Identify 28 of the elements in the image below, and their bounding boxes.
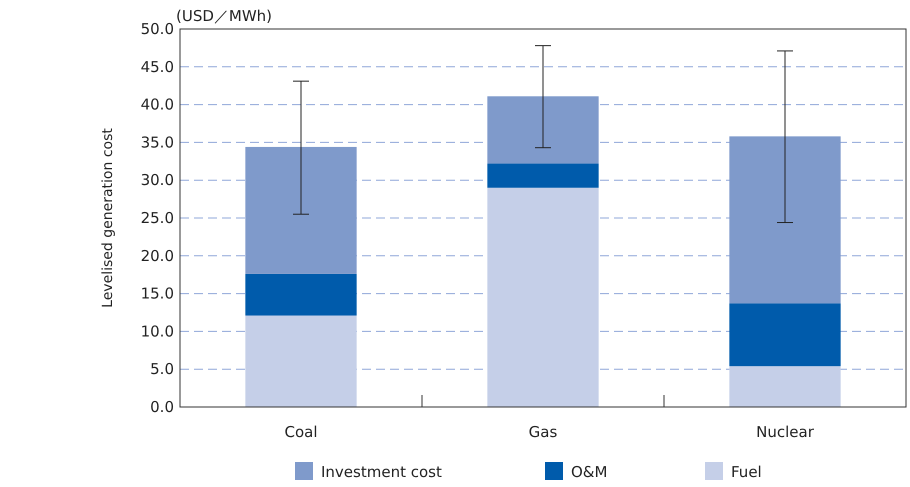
y-tick-label: 45.0 — [140, 58, 174, 76]
text: (USD／MWh) — [176, 7, 272, 25]
legend-label: O&M — [571, 463, 608, 481]
y-tick-label: 40.0 — [140, 96, 174, 114]
bar — [729, 136, 841, 304]
bar — [487, 164, 599, 188]
y-axis-title: Levelised generation cost — [100, 128, 116, 308]
bar — [729, 366, 841, 407]
y-tick-label: 25.0 — [140, 209, 174, 227]
bar — [487, 188, 599, 407]
bar — [245, 274, 357, 316]
x-tick-label: Nuclear — [756, 423, 815, 441]
y-tick-label: 20.0 — [140, 246, 174, 265]
y-tick-label: 10.0 — [140, 322, 174, 340]
bar — [245, 146, 357, 274]
bar — [487, 96, 599, 164]
x-tick-label: Gas — [528, 423, 558, 441]
legend-label: Fuel — [731, 463, 762, 481]
y-tick-label: 15.0 — [140, 284, 174, 303]
y-tick-label: 0.0 — [150, 398, 174, 416]
bar — [729, 303, 841, 366]
y-tick-label: 5.0 — [150, 360, 174, 378]
y-tick-label: 50.0 — [140, 20, 174, 38]
y-tick-label: 30.0 — [140, 171, 174, 190]
x-tick-label: Coal — [284, 423, 318, 441]
y-tick-label: 35.0 — [140, 133, 174, 152]
bar — [245, 316, 357, 407]
legend-label: Investment cost — [321, 463, 442, 481]
